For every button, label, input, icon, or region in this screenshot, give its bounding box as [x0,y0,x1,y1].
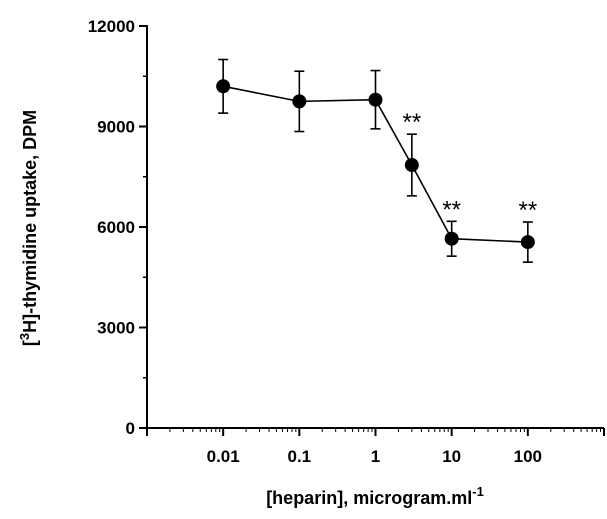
y-tick-label: 6000 [97,218,135,237]
significance-label: ** [442,196,461,223]
y-axis-title: [3H]-thymidine uptake, DPM [17,110,40,346]
y-tick-label: 0 [126,419,135,438]
x-tick-label: 100 [514,447,542,466]
x-tick-label: 0.1 [288,447,312,466]
axis-titles: [heparin], microgram.ml-1 [3H]-thymidine… [17,110,484,508]
data-point [216,79,231,94]
data-point [444,231,459,246]
axes: 0 3000 6000 9000 12000 0.01 0.1 1 10 100 [88,17,605,466]
x-tick-label: 1 [371,447,380,466]
y-tick-label: 9000 [97,118,135,137]
data-point [368,92,383,107]
x-axis-title: [heparin], microgram.ml-1 [266,484,484,508]
y-tick-label: 3000 [97,319,135,338]
y-axis-title-superscript: 3 [17,333,32,340]
y-tick-label: 12000 [88,17,135,36]
x-axis-title-superscript: -1 [472,484,484,499]
series: ** ** ** [216,58,537,263]
significance-label: ** [402,109,421,136]
x-tick-label: 0.01 [207,447,240,466]
x-tick-label: 10 [442,447,461,466]
data-point [404,158,419,173]
significance-label: ** [518,197,537,224]
data-point [520,235,535,250]
data-point [292,94,307,109]
series-line [223,85,528,243]
